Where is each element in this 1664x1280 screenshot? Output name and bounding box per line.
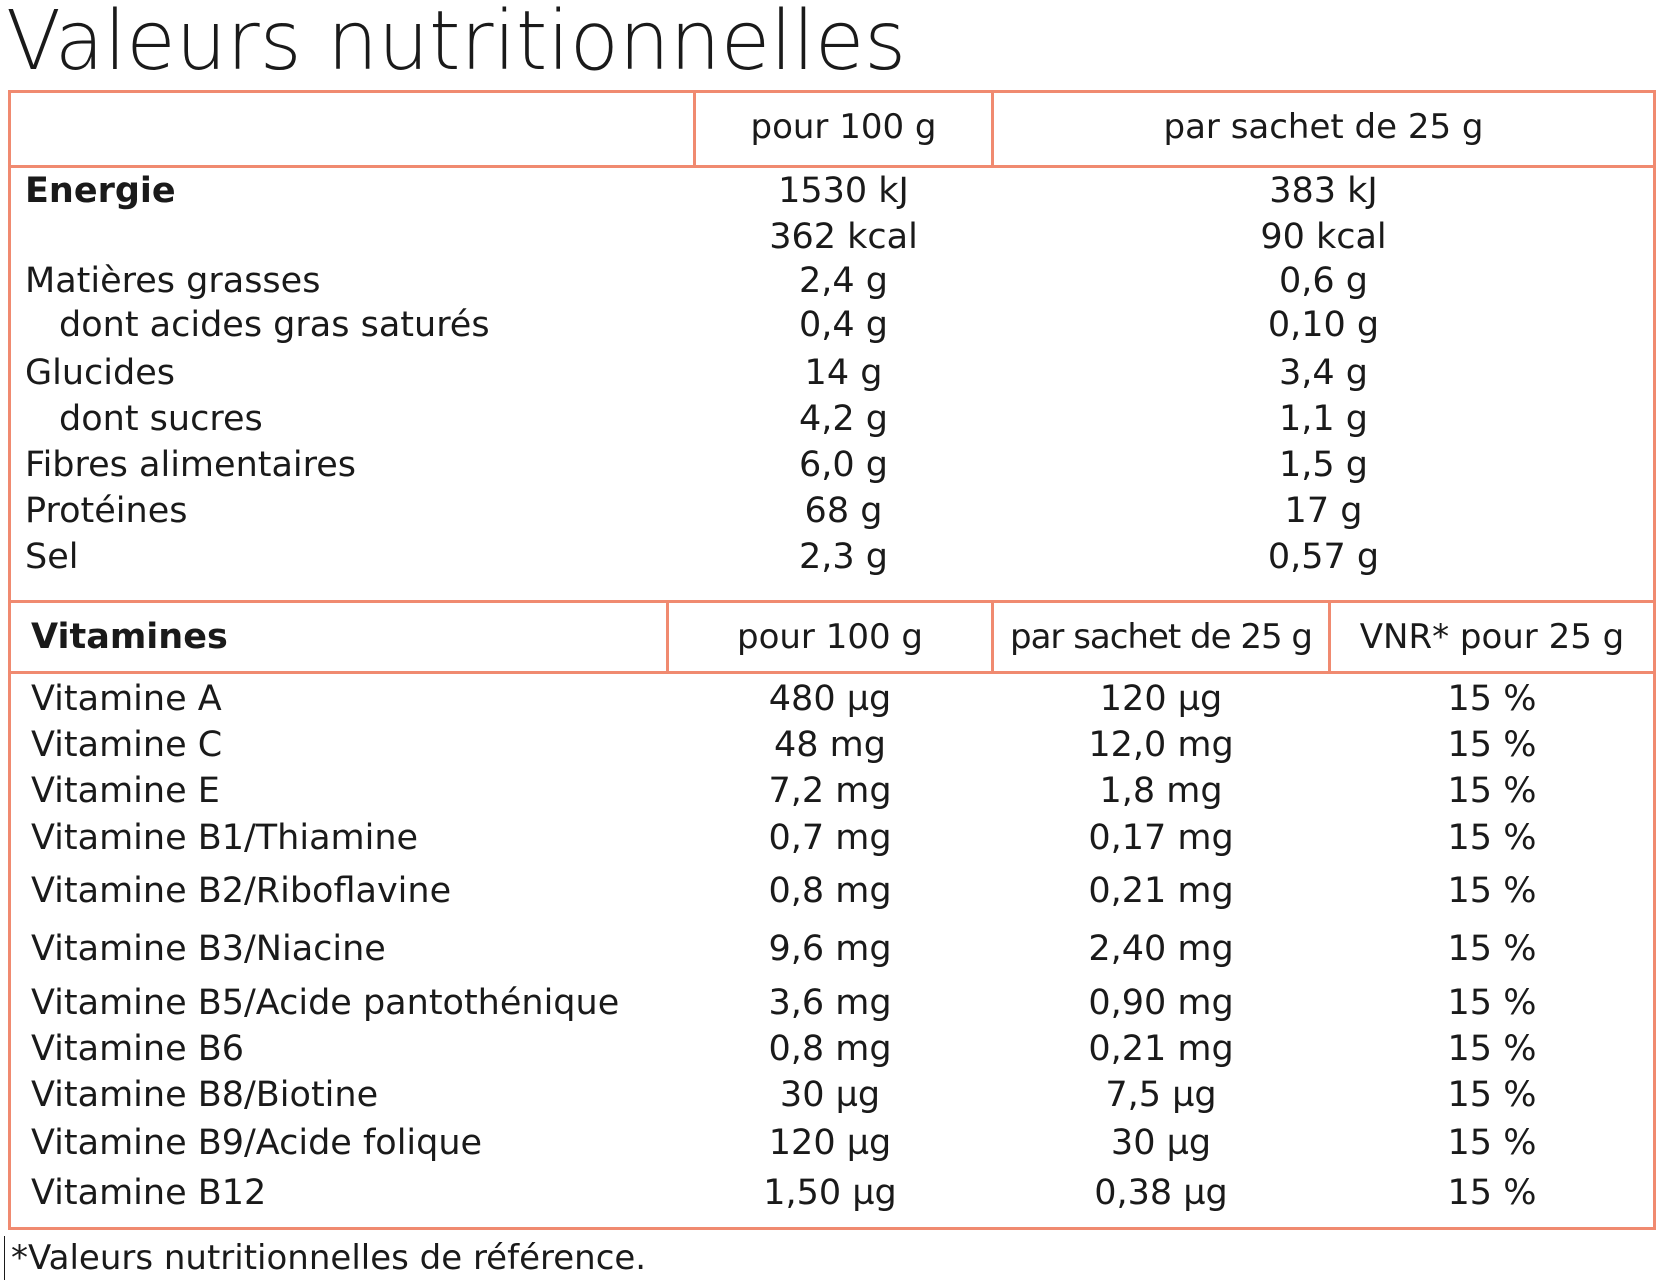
- row-per100: 362 kcal: [769, 217, 918, 257]
- row-per100: 68 g: [804, 491, 883, 531]
- vit-vnr: 15 %: [1447, 871, 1537, 911]
- vit-label: Vitamine B2/Riboflavine: [31, 871, 452, 911]
- row-label: Glucides: [25, 353, 175, 393]
- row-label: Energie: [25, 171, 176, 211]
- row-per100: 0,4 g: [798, 305, 888, 345]
- vit-per100: 0,7 mg: [768, 818, 892, 858]
- vit-sachet: 120 µg: [1099, 679, 1223, 719]
- row-label: dont acides gras saturés: [59, 305, 490, 345]
- row-sachet: 0,57 g: [1267, 537, 1380, 577]
- vit-per100: 9,6 mg: [768, 929, 892, 969]
- vit-sachet: 1,8 mg: [1099, 771, 1223, 811]
- col-header-per100: pour 100 g: [750, 107, 937, 147]
- section-divider-bottom: [11, 671, 1653, 674]
- vit-vnr: 15 %: [1447, 1123, 1537, 1163]
- vit-label: Vitamine C: [31, 725, 223, 765]
- row-sachet: 17 g: [1284, 491, 1363, 531]
- vit-vnr: 15 %: [1447, 1173, 1537, 1213]
- vit-col-divider-3: [1328, 600, 1331, 672]
- col-divider-2: [991, 93, 994, 165]
- vit-per100: 120 µg: [768, 1123, 892, 1163]
- row-sachet: 383 kJ: [1269, 171, 1378, 211]
- vit-col-header-per100: pour 100 g: [736, 617, 923, 657]
- vit-sachet: 0,38 µg: [1094, 1173, 1228, 1213]
- row-label: Fibres alimentaires: [25, 445, 357, 485]
- vit-label: Vitamine B9/Acide folique: [31, 1123, 483, 1163]
- row-per100: 2,3 g: [798, 537, 888, 577]
- vit-sachet: 30 µg: [1110, 1123, 1212, 1163]
- row-sachet: 90 kcal: [1260, 217, 1387, 257]
- vit-per100: 30 µg: [779, 1075, 881, 1115]
- footnote: *Valeurs nutritionnelles de référence.: [4, 1236, 646, 1280]
- vit-sachet: 0,17 mg: [1088, 818, 1234, 858]
- vit-label: Vitamine B1/Thiamine: [31, 818, 419, 858]
- vit-col-divider-1: [666, 600, 669, 672]
- vit-vnr: 15 %: [1447, 725, 1537, 765]
- vit-per100: 0,8 mg: [768, 1029, 892, 1069]
- vit-vnr: 15 %: [1447, 818, 1537, 858]
- vit-sachet: 0,90 mg: [1088, 983, 1234, 1023]
- row-label: Matières grasses: [25, 261, 321, 301]
- row-sachet: 1,5 g: [1278, 445, 1368, 485]
- row-label: dont sucres: [59, 399, 263, 439]
- row-sachet: 0,6 g: [1278, 261, 1368, 301]
- vit-label: Vitamine E: [31, 771, 220, 811]
- vit-vnr: 15 %: [1447, 929, 1537, 969]
- vit-col-divider-2: [991, 600, 994, 672]
- vit-label: Vitamine A: [31, 679, 222, 719]
- row-sachet: 1,1 g: [1278, 399, 1368, 439]
- vit-per100: 1,50 µg: [763, 1173, 897, 1213]
- col-header-sachet: par sachet de 25 g: [1163, 107, 1484, 147]
- header-divider: [11, 165, 1653, 168]
- vit-sachet: 7,5 µg: [1105, 1075, 1217, 1115]
- vitamins-header: Vitamines: [31, 617, 228, 657]
- vit-label: Vitamine B6: [31, 1029, 245, 1069]
- vit-per100: 480 µg: [768, 679, 892, 719]
- vit-vnr: 15 %: [1447, 771, 1537, 811]
- vit-per100: 48 mg: [774, 725, 886, 765]
- vit-label: Vitamine B5/Acide pantothénique: [31, 983, 620, 1023]
- vit-sachet: 2,40 mg: [1088, 929, 1234, 969]
- vit-col-header-vnr: VNR* pour 25 g: [1359, 617, 1625, 657]
- vit-per100: 0,8 mg: [768, 871, 892, 911]
- col-divider-1: [693, 93, 696, 165]
- vit-sachet: 0,21 mg: [1088, 871, 1234, 911]
- vit-vnr: 15 %: [1447, 1075, 1537, 1115]
- vit-label: Vitamine B3/Niacine: [31, 929, 386, 969]
- row-per100: 1530 kJ: [778, 171, 909, 211]
- row-sachet: 0,10 g: [1267, 305, 1380, 345]
- vit-col-header-sachet: par sachet de 25 g: [1009, 617, 1313, 657]
- vit-per100: 7,2 mg: [768, 771, 892, 811]
- vit-vnr: 15 %: [1447, 679, 1537, 719]
- row-per100: 6,0 g: [798, 445, 888, 485]
- row-per100: 2,4 g: [798, 261, 888, 301]
- row-label: Protéines: [25, 491, 188, 531]
- vit-label: Vitamine B12: [31, 1173, 267, 1213]
- row-per100: 4,2 g: [798, 399, 888, 439]
- row-sachet: 3,4 g: [1278, 353, 1368, 393]
- vit-label: Vitamine B8/Biotine: [31, 1075, 379, 1115]
- vit-sachet: 0,21 mg: [1088, 1029, 1234, 1069]
- row-label: Sel: [25, 537, 79, 577]
- section-divider-top: [11, 600, 1653, 603]
- vit-vnr: 15 %: [1447, 1029, 1537, 1069]
- vit-sachet: 12,0 mg: [1088, 725, 1234, 765]
- vit-per100: 3,6 mg: [768, 983, 892, 1023]
- nutrition-table: pour 100 g par sachet de 25 g Energie 15…: [8, 90, 1656, 1230]
- vit-vnr: 15 %: [1447, 983, 1537, 1023]
- page-title: Valeurs nutritionnelles: [6, 0, 907, 89]
- row-per100: 14 g: [804, 353, 883, 393]
